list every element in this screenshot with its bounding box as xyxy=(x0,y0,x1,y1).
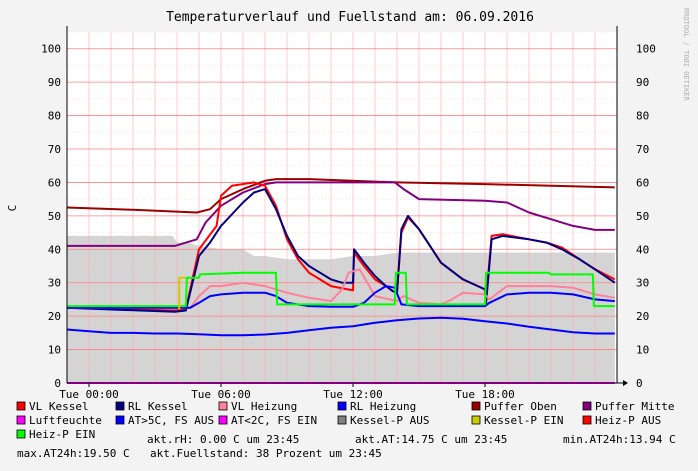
y-tick-label-left: 20 xyxy=(48,310,61,323)
legend-swatch-at-2c-fs-ein xyxy=(218,415,228,425)
y-tick-label-right: 40 xyxy=(636,243,649,256)
legend-swatch-rl-heizung xyxy=(337,401,347,411)
y-tick-label-right: 90 xyxy=(636,76,649,89)
stat-min-at24h: min.AT24h:13.94 C xyxy=(563,433,676,446)
legend-label-heiz-p-ein: Heiz-P EIN xyxy=(29,428,95,441)
legend-swatch-heiz-p-ein xyxy=(16,429,26,439)
y-tick-label-right: 50 xyxy=(636,210,649,223)
y-tick-label-left: 30 xyxy=(48,277,61,290)
legend-label-vl-heizung: VL Heizung xyxy=(231,400,297,413)
legend-label-rl-heizung: RL Heizung xyxy=(350,400,416,413)
legend-swatch-puffer-mitte xyxy=(582,401,592,411)
series-line-kessel-p-ein xyxy=(178,276,186,310)
legend-label-heiz-p-aus: Heiz-P AUS xyxy=(595,414,661,427)
y-tick-label-left: 0 xyxy=(54,377,61,390)
axes-layer: 0 0 10 10 20 20 30 30 40 40 50 50 60 60 70 70 80 80 90 90 10… xyxy=(41,26,656,401)
y-tick-label-right: 10 xyxy=(636,344,649,357)
legend-label-luftfeuchte: Luftfeuchte xyxy=(29,414,102,427)
x-tick-label: Tue 18:00 xyxy=(455,388,515,401)
series-line-vl-kessel xyxy=(66,181,616,312)
legend: VL Kessel RL Kessel VL Heizung RL Heizung Pu… xyxy=(16,400,674,441)
series-line-heiz-p-ein xyxy=(67,271,615,308)
x-tick-label: Tue 00:00 xyxy=(59,388,119,401)
y-axis-label: C xyxy=(6,205,19,212)
legend-label-rl-kessel: RL Kessel xyxy=(128,400,188,413)
legend-swatch-kessel-p-aus xyxy=(337,415,347,425)
x-axis-arrow xyxy=(623,380,628,386)
legend-label-at-5c-fs-aus: AT>5C, FS AUS xyxy=(128,414,214,427)
stat-akt-at: akt.AT:14.75 C um 23:45 xyxy=(355,433,507,446)
x-tick-label: Tue 06:00 xyxy=(191,388,251,401)
series-line-puffer-mitte xyxy=(67,181,615,247)
legend-swatch-luftfeuchte xyxy=(16,415,26,425)
legend-swatch-vl-kessel xyxy=(16,401,26,411)
stat-max-at24h: max.AT24h:19.50 C xyxy=(17,447,130,460)
y-tick-label-left: 100 xyxy=(41,43,61,56)
y-tick-label-left: 80 xyxy=(48,110,61,123)
y-tick-label-left: 50 xyxy=(48,210,61,223)
legend-swatch-puffer-oben xyxy=(471,401,481,411)
y-tick-label-right: 80 xyxy=(636,110,649,123)
y-tick-label-right: 20 xyxy=(636,310,649,323)
grid-layer xyxy=(66,31,618,383)
y-tick-label-right: 60 xyxy=(636,176,649,189)
series-line-puffer-oben xyxy=(66,178,615,214)
y-tick-label-left: 10 xyxy=(48,344,61,357)
legend-label-vl-kessel: VL Kessel xyxy=(29,400,89,413)
legend-swatch-at-5c-fs-aus xyxy=(115,415,125,425)
legend-swatch-rl-kessel xyxy=(115,401,125,411)
legend-label-at-2c-fs-ein: AT<2C, FS EIN xyxy=(231,414,317,427)
legend-swatch-kessel-p-ein xyxy=(471,415,481,425)
stats-block: akt.rH: 0.00 C um 23:45 akt.AT:14.75 C u… xyxy=(17,433,676,460)
y-tick-label-left: 70 xyxy=(48,143,61,156)
legend-label-kessel-p-aus: Kessel-P AUS xyxy=(350,414,429,427)
legend-label-puffer-mitte: Puffer Mitte xyxy=(595,400,674,413)
y-tick-label-right: 100 xyxy=(636,43,656,56)
series-line-at-5c-fs-aus xyxy=(66,316,615,337)
legend-swatch-heiz-p-aus xyxy=(582,415,592,425)
stat-fuellstand: akt.Fuellstand: 38 Prozent um 23:45 xyxy=(150,447,382,460)
series-line-rl-kessel xyxy=(66,188,616,313)
chart-title: Temperaturverlauf und Fuellstand am: 06.… xyxy=(166,10,534,25)
area-fuellstand xyxy=(67,235,615,383)
legend-swatch-vl-heizung xyxy=(218,401,228,411)
fuellstand-area-layer xyxy=(67,235,615,383)
y-tick-label-right: 70 xyxy=(636,143,649,156)
y-tick-label-left: 60 xyxy=(48,176,61,189)
rrdtool-watermark: RRDTOOL / TOBI OETIKER xyxy=(682,8,690,102)
legend-label-kessel-p-ein: Kessel-P EIN xyxy=(484,414,563,427)
series-line-vl-heizung xyxy=(67,268,615,309)
y-tick-label-left: 90 xyxy=(48,76,61,89)
y-tick-label-right: 0 xyxy=(636,377,643,390)
y-tick-label-right: 30 xyxy=(636,277,649,290)
stat-akt-rh: akt.rH: 0.00 C um 23:45 xyxy=(147,433,299,446)
legend-label-puffer-oben: Puffer Oben xyxy=(484,400,557,413)
y-tick-label-left: 40 xyxy=(48,243,61,256)
x-tick-label: Tue 12:00 xyxy=(323,388,383,401)
series-line-rl-heizung xyxy=(67,285,615,309)
